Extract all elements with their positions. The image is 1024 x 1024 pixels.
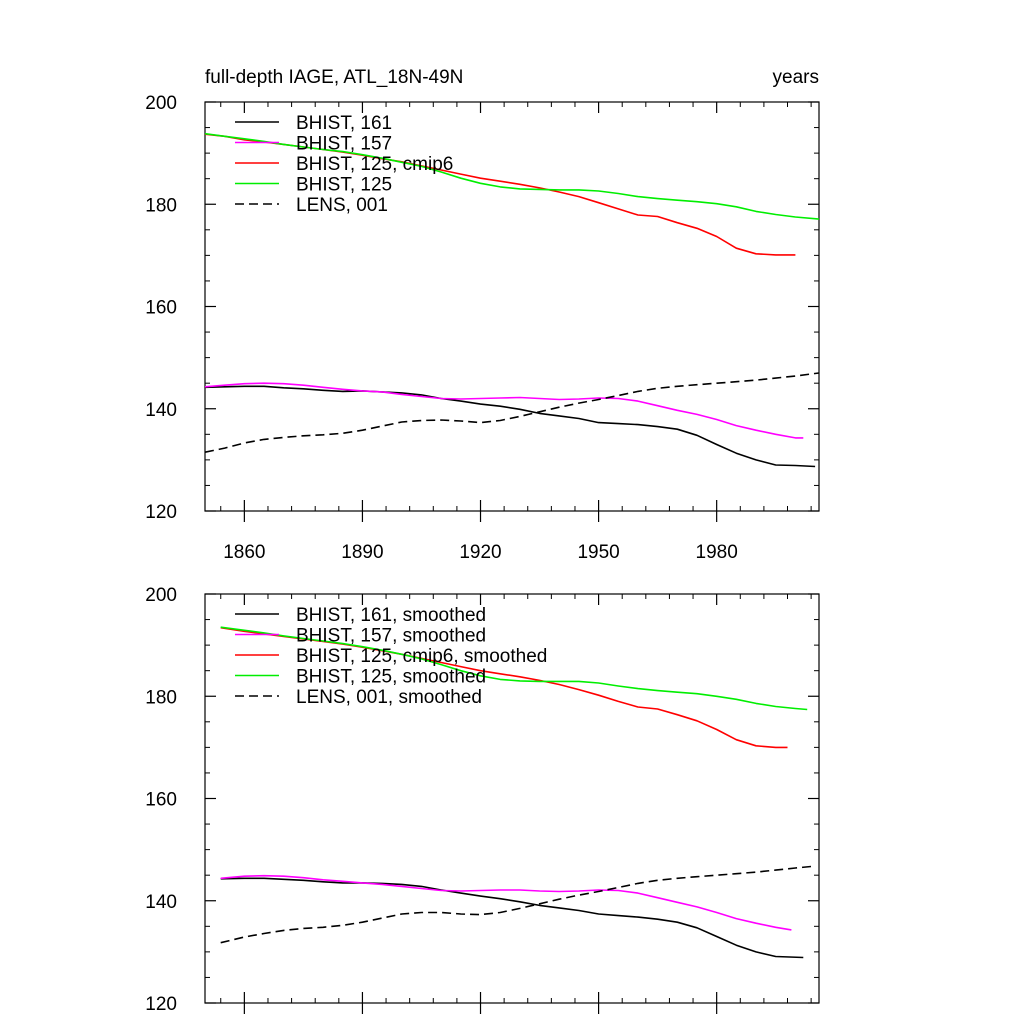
y-tick-label: 140 [145, 892, 177, 913]
legend-label: BHIST, 157 [296, 134, 392, 155]
legend-label: BHIST, 157, smoothed [296, 626, 486, 647]
x-tick-label: 1950 [577, 542, 619, 563]
chart-units-label: years [773, 67, 819, 88]
series-line-4 [204, 372, 820, 453]
series-line-0 [204, 385, 816, 468]
y-tick-label: 140 [145, 400, 177, 421]
legend-label: BHIST, 161 [296, 113, 392, 134]
x-tick-label: 1890 [341, 542, 383, 563]
chart-title: full-depth IAGE, ATL_18N-49N [205, 67, 463, 88]
x-tick-label: 1860 [223, 542, 265, 563]
y-tick-label: 200 [145, 93, 177, 114]
legend-label: BHIST, 125, cmip6 [296, 154, 453, 175]
series-line-1 [220, 874, 792, 931]
x-tick-label: 1980 [696, 542, 738, 563]
legend-label: BHIST, 125 [296, 175, 392, 196]
y-tick-label: 160 [145, 298, 177, 319]
y-tick-label: 160 [145, 790, 177, 811]
y-tick-label: 200 [145, 585, 177, 606]
x-tick-label: 1920 [459, 542, 501, 563]
y-tick-label: 180 [145, 687, 177, 708]
legend-label: LENS, 001 [296, 195, 388, 216]
chart-panel-top: full-depth IAGE, ATL_18N-49N years 1860 1… [145, 67, 820, 563]
series-line-2 [204, 133, 796, 256]
legend-label: BHIST, 125, smoothed [296, 667, 486, 688]
series-line-4 [220, 865, 812, 944]
series-line-3 [220, 626, 808, 711]
legend-label: BHIST, 161, smoothed [296, 605, 486, 626]
y-tick-label: 120 [145, 502, 177, 523]
plot-area-top: 1860 1890 1920 1950 1980 120 140 160 180 200 BHIST… [145, 93, 820, 563]
legend-label: LENS, 001, smoothed [296, 687, 482, 708]
series-line-3 [204, 132, 820, 220]
y-tick-label: 120 [145, 994, 177, 1015]
legend-label: BHIST, 125, cmip6, smoothed [296, 646, 547, 667]
series-line-0 [220, 877, 804, 959]
series-line-1 [204, 382, 804, 439]
y-tick-label: 180 [145, 195, 177, 216]
